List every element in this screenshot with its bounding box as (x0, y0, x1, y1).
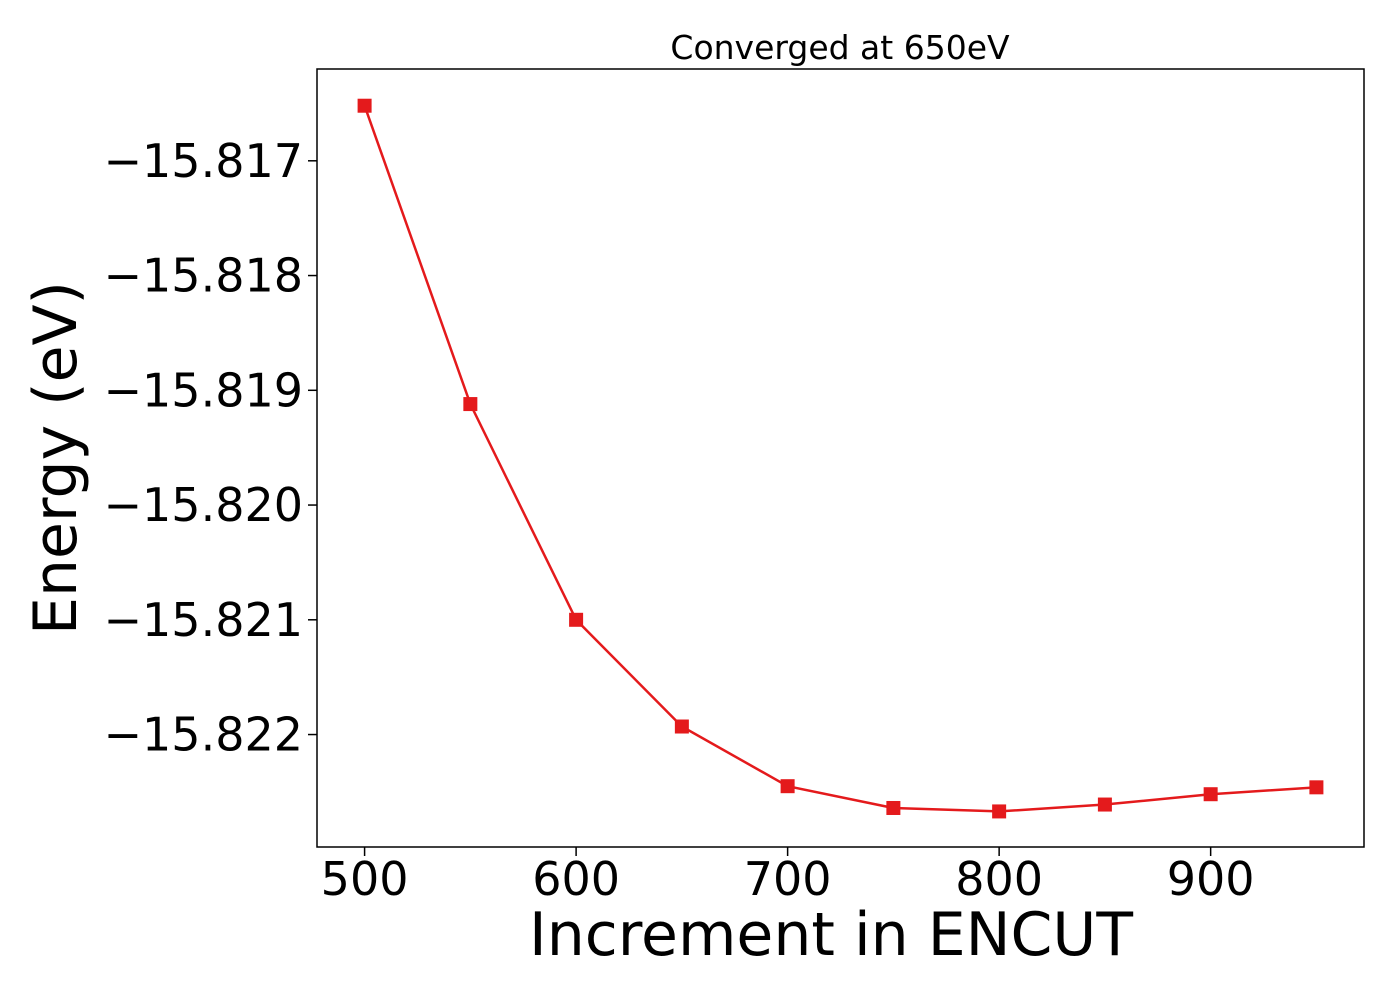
y-tick-label: −15.818 (104, 249, 304, 303)
series-layer (357, 98, 1324, 819)
data-point-marker (1203, 787, 1218, 802)
x-tick-label: 700 (744, 852, 832, 906)
y-tick-label: −15.822 (104, 708, 304, 762)
x-tick-label: 900 (1167, 852, 1255, 906)
x-axis-ticks: 500 600 700 800 900 (321, 847, 1255, 906)
y-axis-title: Energy (eV) (21, 281, 91, 635)
data-point-marker (1309, 780, 1324, 795)
x-tick-label: 600 (532, 852, 620, 906)
x-tick-label: 500 (321, 852, 409, 906)
y-tick-label: −15.821 (104, 593, 304, 647)
plot-area-frame (316, 68, 1365, 848)
series-line (363, 105, 1317, 813)
data-point-marker (569, 612, 584, 627)
chart-title: Converged at 650eV (670, 28, 1010, 67)
data-point-marker (992, 804, 1007, 819)
data-point-marker (1097, 797, 1112, 812)
y-tick-label: −15.820 (104, 478, 304, 532)
data-point-marker (463, 397, 478, 412)
y-tick-label: −15.819 (104, 363, 304, 417)
data-point-marker (780, 779, 795, 794)
y-axis-ticks: −15.817 −15.818 −15.819 −15.820 −15.821 −15.8… (104, 134, 317, 762)
y-tick-label: −15.817 (104, 134, 304, 188)
data-point-marker (357, 98, 372, 113)
data-point-marker (886, 800, 901, 815)
data-point-marker (674, 719, 689, 734)
x-tick-label: 800 (955, 852, 1043, 906)
x-axis-title: Increment in ENCUT (529, 900, 1133, 970)
